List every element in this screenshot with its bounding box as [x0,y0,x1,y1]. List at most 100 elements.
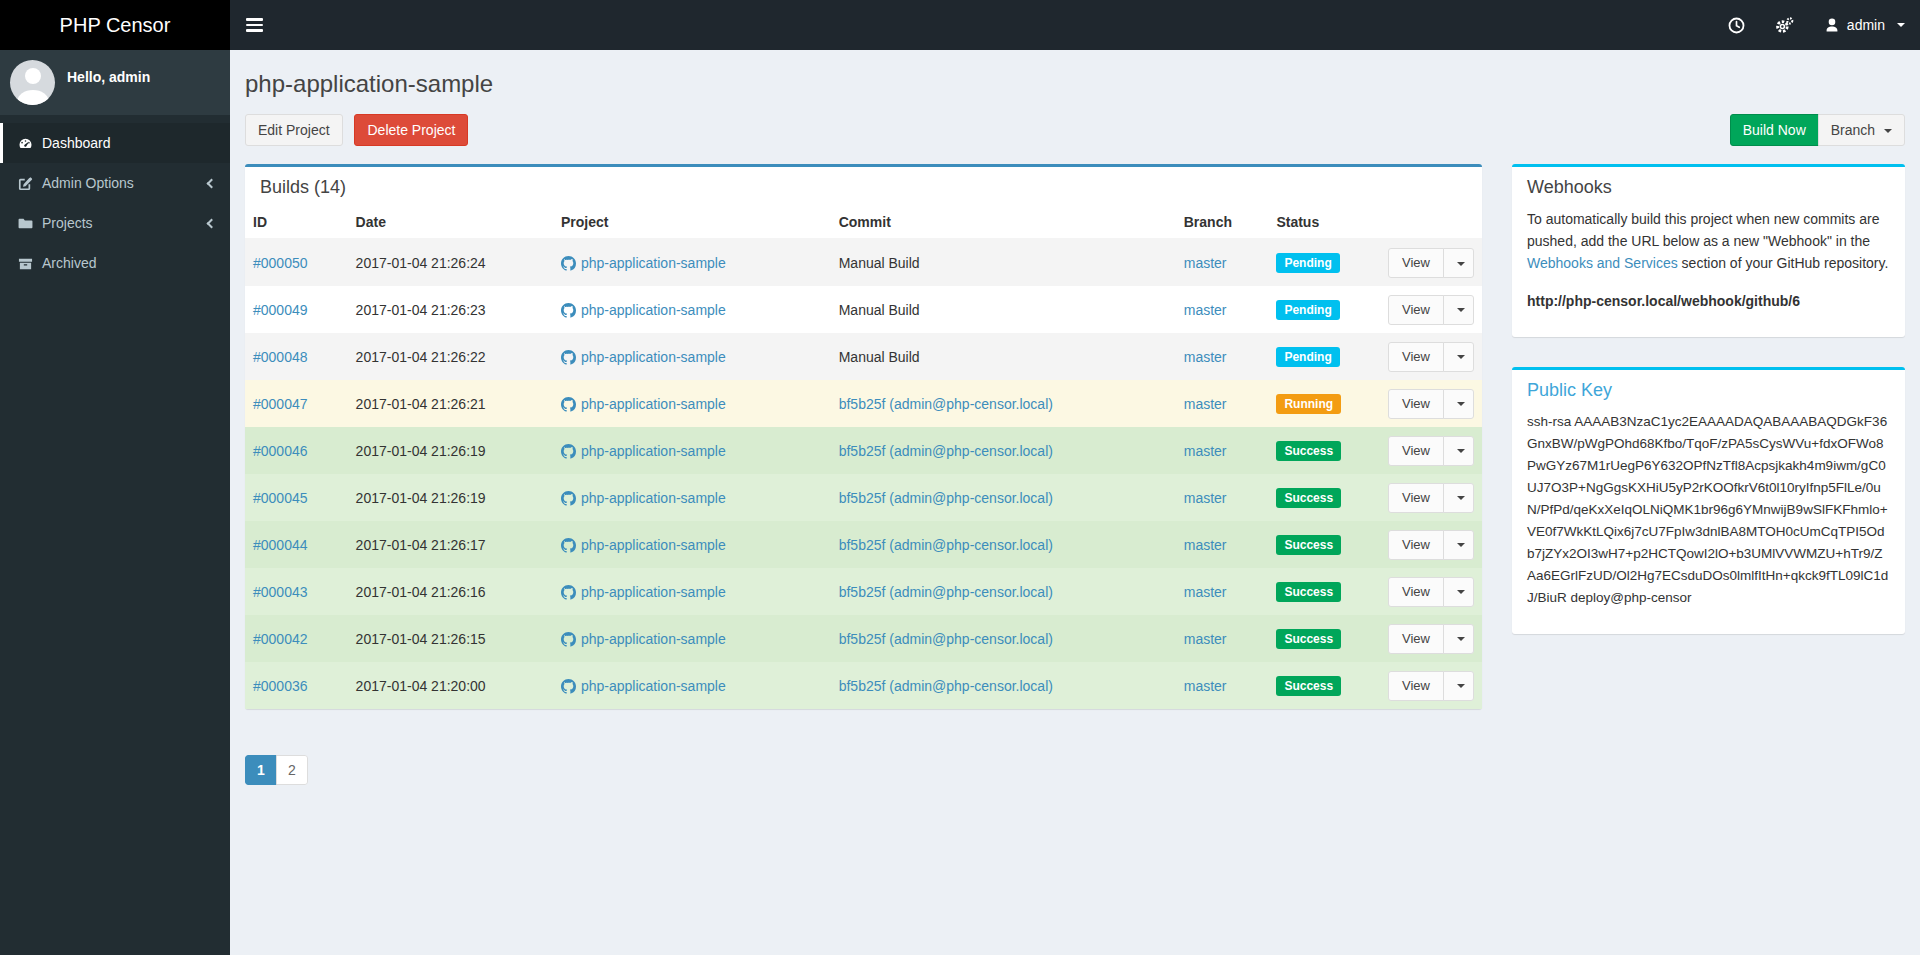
project-link[interactable]: php-application-sample [561,678,726,694]
build-commit[interactable]: bf5b25f (admin@php-censor.local) [839,537,1053,553]
branch-link[interactable]: master [1184,678,1227,694]
github-icon [561,679,576,694]
build-id-link[interactable]: #000046 [253,443,308,459]
github-icon [561,256,576,271]
sidebar-item-projects[interactable]: Projects [0,203,230,243]
project-link[interactable]: php-application-sample [561,584,726,600]
view-dropdown-toggle[interactable] [1443,671,1474,701]
view-dropdown-toggle[interactable] [1443,624,1474,654]
user-menu[interactable]: admin [1809,0,1920,50]
view-button[interactable]: View [1388,530,1444,560]
build-row: #000044 2017-01-04 21:26:17 php-applicat… [245,521,1482,568]
view-dropdown-toggle[interactable] [1443,530,1474,560]
view-button[interactable]: View [1388,671,1444,701]
column-header-id: ID [245,206,348,239]
build-commit[interactable]: bf5b25f (admin@php-censor.local) [839,584,1053,600]
brand-logo[interactable]: PHP Censor [0,0,230,50]
build-now-button[interactable]: Build Now [1730,114,1819,146]
build-commit[interactable]: bf5b25f (admin@php-censor.local) [839,396,1053,412]
sidebar-item-admin-options[interactable]: Admin Options [0,163,230,203]
gauge-icon [18,136,33,151]
builds-table: ID Date Project Commit Branch Status #00… [245,206,1482,709]
branch-link[interactable]: master [1184,537,1227,553]
branch-link[interactable]: master [1184,349,1227,365]
build-id-link[interactable]: #000042 [253,631,308,647]
build-commit[interactable]: bf5b25f (admin@php-censor.local) [839,678,1053,694]
column-header-date: Date [348,206,553,239]
build-id-link[interactable]: #000049 [253,302,308,318]
status-badge: Success [1276,582,1341,602]
view-dropdown-toggle[interactable] [1443,248,1474,278]
build-id-link[interactable]: #000047 [253,396,308,412]
project-link[interactable]: php-application-sample [561,255,726,271]
build-commit: Manual Build [839,349,920,365]
pagination-page-2[interactable]: 2 [276,755,308,785]
sidebar-toggle-button[interactable] [230,0,279,50]
project-link[interactable]: php-application-sample [561,443,726,459]
project-link[interactable]: php-application-sample [561,396,726,412]
build-id-link[interactable]: #000044 [253,537,308,553]
builds-table-body: #000050 2017-01-04 21:26:24 php-applicat… [245,239,1482,709]
sidebar-item-archived[interactable]: Archived [0,243,230,283]
sidebar-item-label: Archived [42,255,96,271]
view-button[interactable]: View [1388,624,1444,654]
view-dropdown-toggle[interactable] [1443,295,1474,325]
view-dropdown-toggle[interactable] [1443,389,1474,419]
branch-link[interactable]: master [1184,631,1227,647]
status-badge: Pending [1276,347,1339,367]
caret-down-icon [1457,355,1465,359]
view-button[interactable]: View [1388,436,1444,466]
build-id-link[interactable]: #000050 [253,255,308,271]
build-id-link[interactable]: #000048 [253,349,308,365]
branch-link[interactable]: master [1184,490,1227,506]
github-icon [561,538,576,553]
view-button[interactable]: View [1388,248,1444,278]
view-button[interactable]: View [1388,577,1444,607]
branch-link[interactable]: master [1184,255,1227,271]
project-link[interactable]: php-application-sample [561,537,726,553]
navbar-right: admin [1713,0,1920,50]
build-id-link[interactable]: #000043 [253,584,308,600]
branch-link[interactable]: master [1184,302,1227,318]
view-button[interactable]: View [1388,342,1444,372]
builds-table-header: ID Date Project Commit Branch Status [245,206,1482,239]
pagination-page-1[interactable]: 1 [245,755,277,785]
build-timeline-button[interactable] [1713,0,1760,50]
view-button[interactable]: View [1388,295,1444,325]
build-id-link[interactable]: #000045 [253,490,308,506]
build-commit[interactable]: bf5b25f (admin@php-censor.local) [839,631,1053,647]
build-date: 2017-01-04 21:26:19 [348,427,553,474]
view-button[interactable]: View [1388,483,1444,513]
build-row: #000043 2017-01-04 21:26:16 php-applicat… [245,568,1482,615]
sidebar-item-dashboard[interactable]: Dashboard [0,123,230,163]
username: admin [1847,17,1885,33]
view-dropdown-toggle[interactable] [1443,342,1474,372]
caret-down-icon [1457,262,1465,266]
project-link[interactable]: php-application-sample [561,631,726,647]
branch-dropdown-button[interactable]: Branch [1818,114,1905,146]
view-button[interactable]: View [1388,389,1444,419]
view-dropdown-toggle[interactable] [1443,577,1474,607]
webhooks-services-link[interactable]: Webhooks and Services [1527,255,1678,271]
build-commit[interactable]: bf5b25f (admin@php-censor.local) [839,443,1053,459]
settings-button[interactable] [1760,0,1809,50]
build-date: 2017-01-04 21:26:22 [348,333,553,380]
build-commit[interactable]: bf5b25f (admin@php-censor.local) [839,490,1053,506]
edit-project-button[interactable]: Edit Project [245,114,343,146]
status-badge: Running [1276,394,1341,414]
sidebar-menu: Dashboard Admin Options Projects [0,123,230,283]
branch-link[interactable]: master [1184,584,1227,600]
view-dropdown-toggle[interactable] [1443,436,1474,466]
branch-link[interactable]: master [1184,443,1227,459]
branch-link[interactable]: master [1184,396,1227,412]
pagination: 1 2 [245,755,308,785]
project-link[interactable]: php-application-sample [561,490,726,506]
edit-icon [18,176,33,191]
github-icon [561,350,576,365]
delete-project-button[interactable]: Delete Project [354,114,468,146]
project-link[interactable]: php-application-sample [561,302,726,318]
view-dropdown-toggle[interactable] [1443,483,1474,513]
caret-down-icon [1457,402,1465,406]
project-link[interactable]: php-application-sample [561,349,726,365]
build-id-link[interactable]: #000036 [253,678,308,694]
